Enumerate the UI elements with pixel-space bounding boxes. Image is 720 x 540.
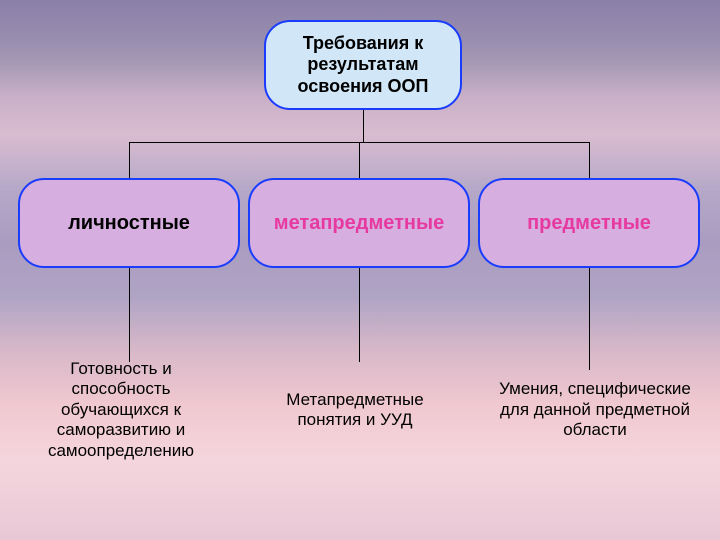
node-meta: метапредметные — [248, 178, 470, 268]
root-label: Требования к результатам освоения ООП — [274, 33, 452, 98]
leaf-personal-text: Готовность и способность обучающихся к с… — [24, 359, 218, 461]
connector-to-mid-3 — [589, 142, 590, 178]
node-subject: предметные — [478, 178, 700, 268]
connector-to-mid-2 — [359, 142, 360, 178]
leaf-subject: Умения, специфические для данной предмет… — [490, 350, 700, 470]
connector-to-mid-1 — [129, 142, 130, 178]
leaf-meta-text: Метапредметные понятия и УУД — [258, 390, 452, 431]
connector-to-leaf-2 — [359, 268, 360, 362]
leaf-meta: Метапредметные понятия и УУД — [250, 350, 460, 470]
node-meta-label: метапредметные — [274, 211, 444, 235]
node-personal-label: личностные — [68, 211, 190, 235]
leaf-personal: Готовность и способность обучающихся к с… — [16, 350, 226, 470]
root-node: Требования к результатам освоения ООП — [264, 20, 462, 110]
leaf-subject-text: Умения, специфические для данной предмет… — [498, 379, 692, 440]
diagram-canvas: Требования к результатам освоения ООП ли… — [0, 0, 720, 540]
node-personal: личностные — [18, 178, 240, 268]
node-subject-label: предметные — [527, 211, 651, 235]
connector-to-leaf-1 — [129, 268, 130, 362]
connector-root-drop — [363, 110, 364, 142]
